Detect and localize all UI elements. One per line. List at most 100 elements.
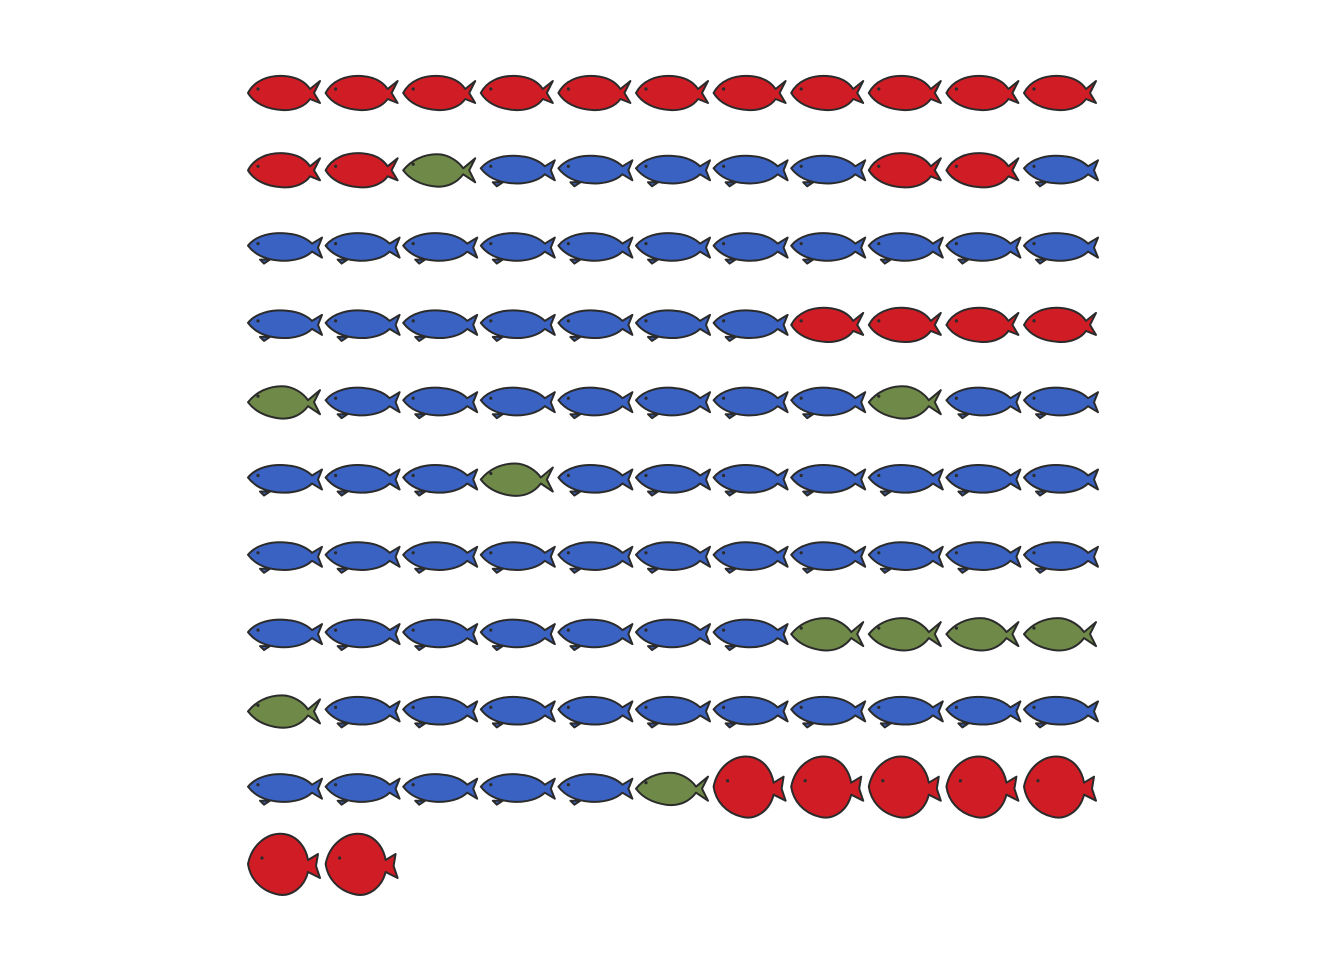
fish-icon bbox=[790, 617, 865, 652]
fish-icon bbox=[945, 306, 1020, 343]
fish-icon bbox=[712, 618, 789, 652]
fish-icon bbox=[867, 617, 942, 652]
fish-icon bbox=[790, 464, 867, 497]
fish-icon bbox=[557, 154, 634, 188]
fish-icon bbox=[479, 695, 556, 729]
fish-icon bbox=[324, 464, 401, 497]
fish-icon bbox=[1023, 154, 1099, 188]
fish-icon bbox=[1023, 386, 1099, 420]
fish-icon bbox=[247, 385, 321, 420]
fish-icon bbox=[867, 695, 944, 729]
fish-icon bbox=[557, 74, 632, 112]
fish-icon bbox=[1023, 306, 1097, 343]
fish-icon bbox=[867, 232, 944, 265]
fish-icon bbox=[324, 695, 401, 729]
fish-icon bbox=[402, 153, 477, 188]
fish-icon bbox=[479, 154, 556, 188]
fish-icon bbox=[867, 385, 942, 420]
fish-icon bbox=[867, 74, 942, 112]
fish-icon bbox=[247, 541, 323, 574]
fish-icon bbox=[479, 618, 556, 652]
fish-icon bbox=[712, 232, 789, 265]
fish-icon bbox=[479, 541, 556, 574]
fish-icon bbox=[247, 464, 323, 497]
fish-icon bbox=[557, 232, 634, 265]
fish-icon bbox=[479, 232, 556, 265]
fish-icon bbox=[945, 74, 1020, 112]
fish-icon bbox=[790, 74, 865, 112]
fish-icon bbox=[247, 232, 323, 265]
fish-icon bbox=[635, 618, 711, 652]
fish-icon bbox=[557, 541, 634, 574]
fish-icon bbox=[402, 541, 479, 574]
fish-icon bbox=[945, 755, 1020, 819]
fish-icon bbox=[712, 695, 789, 729]
fish-icon bbox=[402, 695, 479, 729]
fish-icon bbox=[557, 618, 634, 652]
fish-icon bbox=[402, 618, 479, 652]
fish-icon bbox=[945, 386, 1022, 420]
fish-icon bbox=[402, 232, 479, 265]
fish-icon bbox=[867, 306, 942, 343]
fish-icon bbox=[1023, 755, 1097, 819]
fish-icon bbox=[479, 462, 554, 497]
fish-icon bbox=[324, 152, 399, 189]
fish-icon bbox=[479, 309, 556, 342]
fish-icon bbox=[945, 695, 1022, 729]
fish-icon bbox=[867, 755, 942, 819]
fish-icon bbox=[247, 618, 323, 652]
fish-icon bbox=[1023, 464, 1099, 497]
fish-icon bbox=[1023, 695, 1099, 729]
fish-icon bbox=[324, 832, 399, 896]
fish-icon bbox=[557, 773, 634, 806]
fish-icon bbox=[712, 74, 787, 112]
fish-icon bbox=[790, 755, 865, 819]
fish-icon bbox=[712, 755, 787, 819]
fish-icon bbox=[557, 309, 634, 342]
fish-icon bbox=[635, 771, 709, 807]
fish-icon bbox=[635, 695, 711, 729]
fish-icon bbox=[479, 386, 556, 420]
fish-icon bbox=[867, 152, 942, 189]
fish-icon bbox=[635, 232, 711, 265]
fish-icon bbox=[557, 695, 634, 729]
fish-icon bbox=[867, 464, 944, 497]
fish-icon bbox=[790, 306, 865, 343]
fish-icon bbox=[945, 232, 1022, 265]
fish-icon bbox=[1023, 541, 1099, 574]
fish-icon bbox=[324, 74, 399, 112]
fish-icon bbox=[324, 541, 401, 574]
fish-icon bbox=[790, 154, 867, 188]
fish-icon bbox=[557, 386, 634, 420]
fish-icon bbox=[635, 464, 711, 497]
fish-icon bbox=[324, 386, 401, 420]
fish-icon bbox=[247, 832, 321, 896]
fish-icon bbox=[790, 386, 867, 420]
fish-icon bbox=[1023, 232, 1099, 265]
fish-icon bbox=[790, 695, 867, 729]
fish-icon bbox=[324, 773, 401, 806]
fish-icon bbox=[712, 541, 789, 574]
fish-icon bbox=[635, 154, 711, 188]
fish-icon bbox=[945, 541, 1022, 574]
fish-icon bbox=[635, 541, 711, 574]
fish-icon bbox=[402, 309, 479, 342]
fish-icon bbox=[712, 154, 789, 188]
fish-icon bbox=[247, 694, 321, 729]
fish-icon bbox=[247, 309, 323, 342]
fish-icon bbox=[945, 152, 1020, 189]
fish-icon bbox=[790, 232, 867, 265]
fish-icon bbox=[867, 541, 944, 574]
fish-icon bbox=[402, 773, 479, 806]
fish-icon bbox=[945, 617, 1020, 652]
fish-icon bbox=[635, 74, 709, 112]
fish-icon bbox=[945, 464, 1022, 497]
fish-icon bbox=[402, 74, 477, 112]
fish-icon bbox=[402, 386, 479, 420]
fish-icon bbox=[247, 74, 321, 112]
fish-icon bbox=[324, 309, 401, 342]
fish-icon bbox=[712, 464, 789, 497]
fish-icon bbox=[324, 232, 401, 265]
fish-icon bbox=[479, 773, 556, 806]
